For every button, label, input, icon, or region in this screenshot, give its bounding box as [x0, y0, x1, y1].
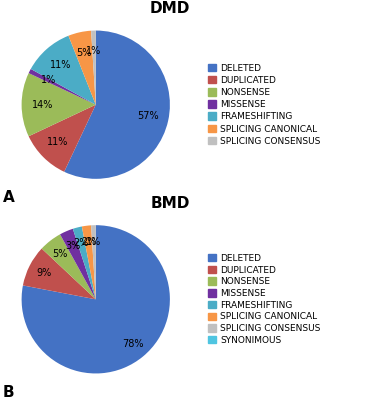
Text: 3%: 3%	[65, 241, 80, 251]
Text: 1%: 1%	[86, 236, 101, 246]
Title: BMD: BMD	[150, 196, 190, 211]
Text: A: A	[3, 190, 15, 205]
Text: 78%: 78%	[122, 339, 143, 349]
Text: 57%: 57%	[137, 111, 159, 121]
Wedge shape	[42, 234, 96, 299]
Wedge shape	[64, 30, 170, 179]
Wedge shape	[69, 31, 96, 105]
Legend: DELETED, DUPLICATED, NONSENSE, MISSENSE, FRAMESHIFTING, SPLICING CANONICAL, SPLI: DELETED, DUPLICATED, NONSENSE, MISSENSE,…	[207, 253, 321, 346]
Wedge shape	[29, 105, 96, 172]
Text: 11%: 11%	[50, 60, 71, 70]
Title: DMD: DMD	[150, 1, 190, 16]
Text: 1%: 1%	[87, 46, 102, 56]
Wedge shape	[91, 30, 96, 105]
Wedge shape	[21, 225, 170, 374]
Text: B: B	[3, 384, 15, 400]
Text: 11%: 11%	[47, 138, 69, 148]
Legend: DELETED, DUPLICATED, NONSENSE, MISSENSE, FRAMESHIFTING, SPLICING CANONICAL, SPLI: DELETED, DUPLICATED, NONSENSE, MISSENSE,…	[207, 63, 321, 146]
Wedge shape	[91, 225, 96, 299]
Wedge shape	[60, 229, 96, 299]
Text: 5%: 5%	[77, 48, 92, 58]
Text: 2%: 2%	[74, 238, 89, 248]
Wedge shape	[29, 69, 96, 105]
Text: 2%: 2%	[81, 237, 96, 247]
Text: 1%: 1%	[41, 76, 56, 86]
Text: 9%: 9%	[37, 268, 52, 278]
Wedge shape	[21, 73, 96, 136]
Wedge shape	[82, 225, 96, 299]
Wedge shape	[23, 248, 96, 299]
Text: 14%: 14%	[32, 100, 53, 110]
Text: 5%: 5%	[52, 249, 68, 259]
Wedge shape	[73, 226, 96, 299]
Wedge shape	[31, 36, 96, 105]
